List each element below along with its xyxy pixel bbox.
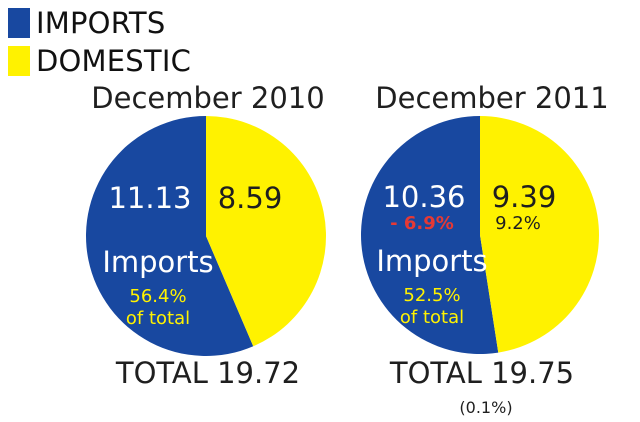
- imports-share-caption: of total: [126, 308, 190, 329]
- domestic-value-label: 9.39: [492, 180, 557, 214]
- imports-annotation: Imports: [102, 245, 213, 279]
- pie-slice-imports: [86, 116, 254, 356]
- legend-label-domestic: DOMESTIC: [36, 44, 192, 78]
- chart-legend: IMPORTS DOMESTIC: [8, 6, 191, 82]
- legend-swatch-imports: [8, 8, 30, 38]
- pie-slice-domestic: [206, 116, 327, 347]
- pie-total-label: TOTAL 19.72: [115, 356, 300, 390]
- imports-share-percent: 52.5%: [403, 285, 460, 306]
- pie-total-change: (0.1%): [459, 398, 512, 417]
- pie-total-label: TOTAL 19.75: [389, 356, 574, 390]
- pie-slice-domestic: [480, 116, 599, 353]
- imports-change-label: - 6.9%: [390, 213, 454, 234]
- imports-annotation: Imports: [376, 244, 487, 278]
- legend-swatch-domestic: [8, 46, 30, 76]
- imports-value-label: 11.13: [108, 181, 191, 215]
- domestic-value-label: 8.59: [218, 181, 283, 215]
- imports-value-label: 10.36: [382, 180, 465, 214]
- legend-item-imports: IMPORTS: [8, 6, 191, 40]
- pie-title: December 2010: [91, 81, 324, 115]
- legend-label-imports: IMPORTS: [36, 6, 166, 40]
- domestic-change-label: 9.2%: [495, 213, 541, 234]
- pie-chart-december-2011: December 2011 10.36 9.39 - 6.9% 9.2% Imports 5…: [361, 81, 609, 417]
- pie-title: December 2011: [375, 81, 608, 115]
- imports-share-percent: 56.4%: [129, 286, 186, 307]
- imports-share-caption: of total: [400, 307, 464, 328]
- pie-slice-imports: [361, 116, 499, 354]
- legend-item-domestic: DOMESTIC: [8, 44, 191, 78]
